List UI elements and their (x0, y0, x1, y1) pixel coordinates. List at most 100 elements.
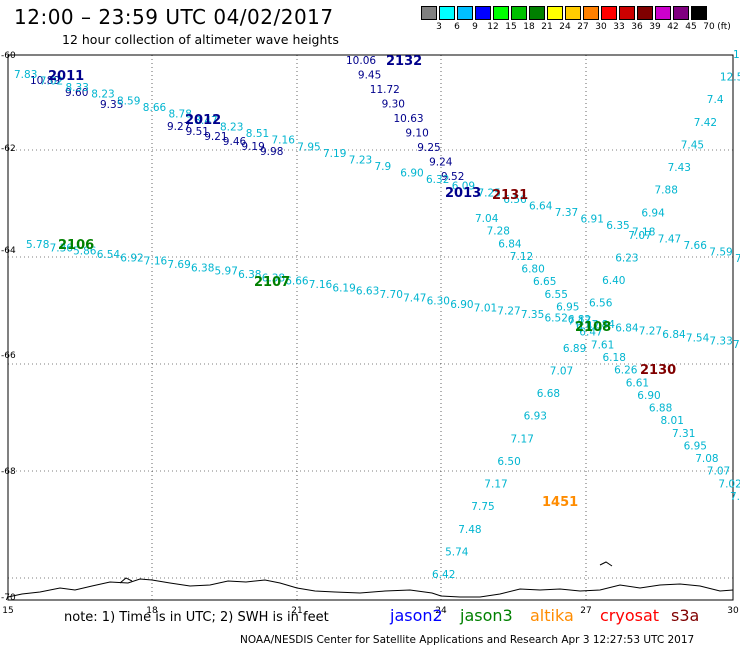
scale-label: 12 (487, 22, 499, 32)
lat-tick-label: -66 (1, 351, 16, 361)
wave-height-label: 6.56 (589, 298, 613, 310)
wave-height-label: 6.38 (238, 269, 261, 281)
wave-height-label: 9.27 (167, 121, 190, 133)
wave-height-label: 8.23 (91, 89, 114, 101)
wave-height-label: 6.90 (637, 390, 660, 402)
wave-height-label: 6.52 (545, 312, 568, 324)
map-title: 12:00 – 23:59 UTC 04/02/2017 (14, 5, 334, 29)
scale-label: 36 (631, 22, 643, 32)
scale-swatch (583, 6, 599, 20)
wave-height-label: 7.43 (668, 162, 691, 174)
scale-label: 18 (523, 22, 535, 32)
wave-height-label: 7.27 (497, 306, 520, 318)
wave-height-label: 6.38 (191, 262, 214, 274)
wave-height-label: 7.69 (167, 259, 190, 271)
wave-height-label: 6.84 (615, 322, 639, 334)
lon-tick-label: 21 (291, 606, 302, 616)
scale-label: 15 (505, 22, 517, 32)
wave-height-label: 6.40 (602, 275, 625, 287)
legend-cryosat: cryosat (600, 606, 660, 625)
wave-height-label: 8.78 (169, 108, 192, 120)
wave-height-label: 7.12 (510, 251, 533, 263)
wave-height-label: 12 (733, 49, 740, 61)
wave-height-label: 7.08 (695, 453, 718, 465)
wave-height-label: 6.54 (97, 249, 121, 261)
wave-height-label: 7.04 (475, 213, 499, 225)
wave-height-label: 8.47 (194, 115, 217, 127)
wave-height-label: 7.23 (349, 154, 372, 166)
coastline-detail (119, 577, 133, 584)
wave-height-label: 7.47 (403, 292, 426, 304)
track-id-label: 2012 (185, 113, 221, 128)
wave-height-label: 6.61 (626, 377, 649, 389)
scale-label: 30 (595, 22, 607, 32)
credit-line: NOAA/NESDIS Center for Satellite Applica… (240, 634, 695, 646)
wave-height-label: 8.23 (220, 122, 243, 134)
wave-height-label: 6.82 (568, 314, 591, 326)
legend-altika: altika (530, 606, 574, 625)
track-id-label: 2131 (492, 188, 528, 203)
wave-height-label: 6.47 (579, 327, 602, 339)
lat-tick-label: -60 (1, 51, 16, 61)
wave-height-label: 7.45 (681, 139, 704, 151)
wave-height-label: 7.36 (50, 242, 74, 254)
track-id-label: 1451 (542, 495, 578, 510)
wave-height-label: 9.46 (223, 136, 247, 148)
wave-height-label: 7.16 (309, 279, 333, 291)
wave-height-label: 7.88 (655, 185, 678, 197)
wave-height-label: 6.90 (400, 168, 423, 180)
scale-swatch (439, 6, 455, 20)
wave-height-label: 11.72 (370, 84, 400, 96)
lat-tick-label: -62 (1, 144, 16, 154)
wave-height-label: 7.4 (707, 94, 724, 106)
wave-height-label: 6.89 (563, 343, 586, 355)
wave-height-label: 9.51 (186, 126, 209, 138)
scale-label: 42 (667, 22, 679, 32)
scale-label: 9 (472, 22, 478, 32)
wave-height-label: 6.19 (332, 282, 355, 294)
coastline-detail (599, 561, 613, 567)
scale-unit: (ft) (717, 22, 731, 32)
wave-height-label: 7.31 (672, 428, 695, 440)
wave-height-label: 7.25 (478, 187, 501, 199)
wave-height-label: 7.4 (730, 491, 740, 503)
wave-height-label: 7.17 (511, 433, 534, 445)
scale-label: 21 (541, 22, 553, 32)
scale-label: 3 (436, 22, 442, 32)
wave-height-label: 9.25 (417, 142, 440, 154)
track-id-label: 2106 (58, 238, 94, 253)
wave-height-label: 7.02 (40, 76, 63, 88)
wave-height-label: 8.59 (117, 95, 140, 107)
wave-height-label: 7.48 (458, 524, 481, 536)
wave-height-label: 6.65 (533, 276, 556, 288)
wave-height-label: 7.59 (709, 246, 732, 258)
scale-label: 70 (703, 22, 715, 32)
scale-swatch (421, 6, 437, 20)
wave-height-label: 9.60 (65, 87, 88, 99)
wave-height-label: 10.63 (394, 113, 424, 125)
lon-tick-label: 15 (2, 606, 13, 616)
scale-label: 45 (685, 22, 697, 32)
legend-jason3: jason3 (460, 606, 513, 625)
wave-height-label: 5.74 (445, 546, 469, 558)
legend-s3a: s3a (671, 606, 700, 625)
wave-height-label: 9.30 (382, 99, 405, 111)
wave-height-label: 6.68 (537, 388, 560, 400)
scale-label: 24 (559, 22, 571, 32)
track-id-label: 2013 (445, 186, 481, 201)
wave-height-label: 7.16 (144, 256, 168, 268)
scale-swatch (619, 6, 635, 20)
scale-swatch (565, 6, 581, 20)
wave-height-label: 6.56 (503, 194, 527, 206)
wave-height-label: 6.94 (641, 207, 665, 219)
scale-swatch (691, 6, 707, 20)
wave-height-label: 7.28 (487, 226, 510, 238)
wave-height-label: 7.42 (694, 117, 717, 129)
lon-tick-label: 30 (727, 606, 739, 616)
wave-height-label: 6.09 (452, 181, 475, 193)
wave-height-label: 6.64 (529, 200, 553, 212)
wave-height-label: 7.33 (709, 336, 732, 348)
wave-height-label: 6.30 (427, 296, 450, 308)
wave-height-label: 6.23 (615, 253, 638, 265)
wave-height-label: 9.45 (358, 70, 381, 82)
